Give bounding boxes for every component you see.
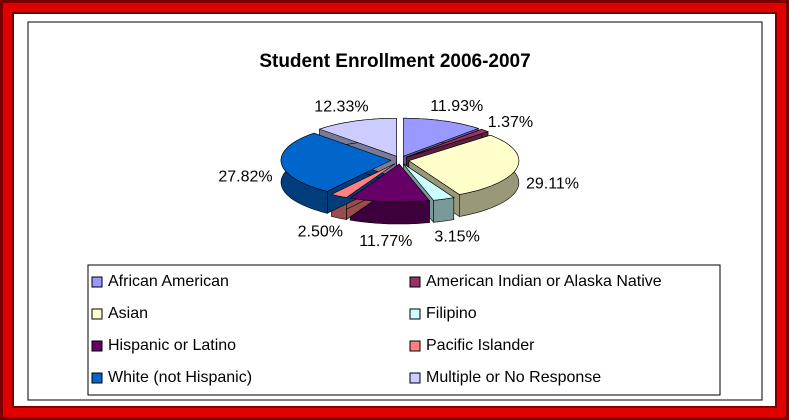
data-label: 2.50% xyxy=(298,223,343,240)
data-label: 27.82% xyxy=(218,169,272,186)
data-label: 1.37% xyxy=(488,114,533,131)
legend-label: White (not Hispanic) xyxy=(108,369,252,386)
slice xyxy=(402,117,480,157)
pie-tops xyxy=(280,117,520,203)
slice xyxy=(349,163,430,203)
legend-label: Multiple or No Response xyxy=(426,369,601,386)
legend-swatch xyxy=(409,308,421,320)
chart-title: Student Enrollment 2006-2007 xyxy=(259,51,530,72)
legend-label: African American xyxy=(108,273,229,290)
slice xyxy=(280,132,392,192)
data-label: 11.77% xyxy=(359,233,412,250)
data-label: 11.93% xyxy=(430,98,483,115)
slice xyxy=(406,128,489,158)
slice xyxy=(330,163,396,198)
legend-label: Filipino xyxy=(426,305,477,322)
legend-label: Pacific Islander xyxy=(426,337,535,354)
legend-swatch xyxy=(409,340,421,352)
data-label: 12.33% xyxy=(314,98,368,115)
data-label: 29.11% xyxy=(526,176,579,193)
legend-box xyxy=(87,264,721,396)
legend-swatch xyxy=(91,276,103,288)
legend-label: American Indian or Alaska Native xyxy=(426,273,662,290)
slice-wall xyxy=(433,197,455,223)
legend-label: Hispanic or Latino xyxy=(108,337,236,354)
slice xyxy=(403,163,455,201)
legend-label: Asian xyxy=(108,305,148,322)
legend-swatch xyxy=(409,372,421,384)
legend-swatch xyxy=(91,372,103,384)
plot-border xyxy=(27,21,763,401)
data-label: 3.15% xyxy=(434,228,479,245)
slice xyxy=(318,118,397,157)
legend-swatch xyxy=(91,308,103,320)
legend-swatch xyxy=(409,276,421,288)
legend-swatch xyxy=(91,340,103,352)
slice xyxy=(408,134,520,195)
